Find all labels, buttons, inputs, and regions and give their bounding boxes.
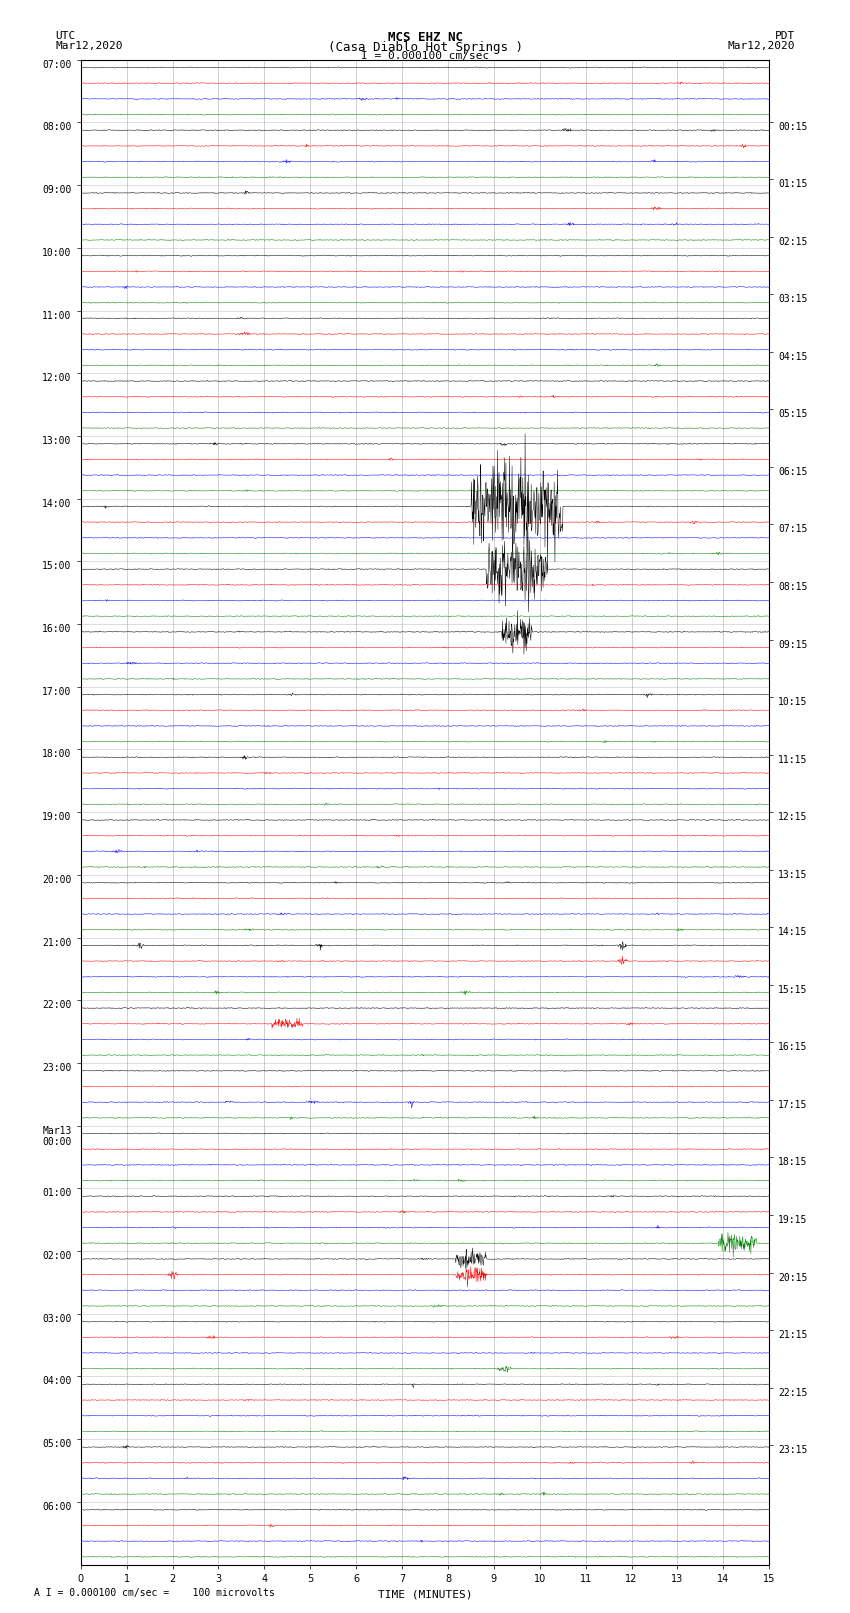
Text: MCS EHZ NC: MCS EHZ NC — [388, 31, 462, 45]
X-axis label: TIME (MINUTES): TIME (MINUTES) — [377, 1589, 473, 1598]
Text: A I = 0.000100 cm/sec =    100 microvolts: A I = 0.000100 cm/sec = 100 microvolts — [34, 1589, 275, 1598]
Text: UTC: UTC — [55, 31, 76, 42]
Text: Mar12,2020: Mar12,2020 — [728, 40, 795, 52]
Text: (Casa Diablo Hot Springs ): (Casa Diablo Hot Springs ) — [327, 40, 523, 55]
Text: Mar12,2020: Mar12,2020 — [55, 40, 122, 52]
Text: PDT: PDT — [774, 31, 795, 42]
Text: I = 0.000100 cm/sec: I = 0.000100 cm/sec — [361, 50, 489, 61]
